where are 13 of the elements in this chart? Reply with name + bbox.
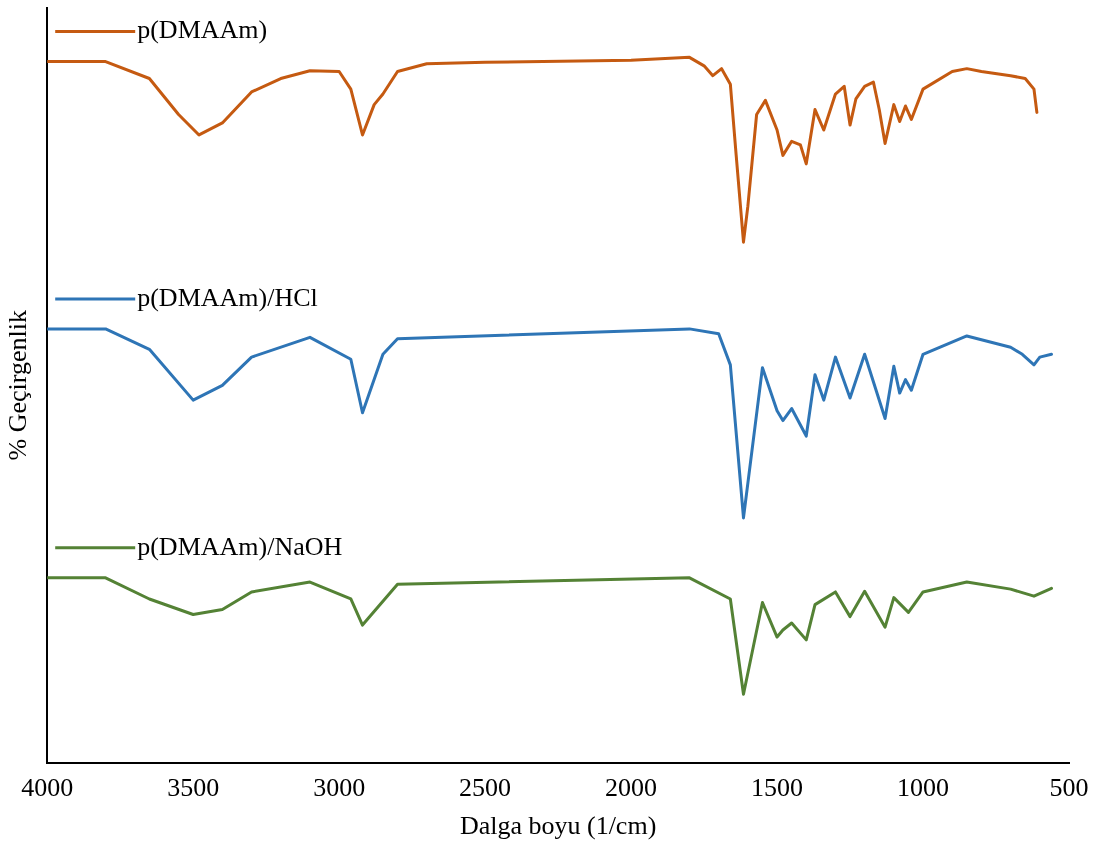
x-tick-label: 1000 bbox=[897, 773, 950, 803]
x-tick-label: 2000 bbox=[605, 773, 658, 803]
x-tick-label: 3000 bbox=[313, 773, 366, 803]
x-tick-label: 1500 bbox=[751, 773, 804, 803]
x-tick-label: 3500 bbox=[167, 773, 220, 803]
legend-label: p(DMAAm)/NaOH bbox=[137, 531, 343, 561]
x-tick-label: 500 bbox=[1049, 773, 1089, 803]
y-axis-title: % Geçirgenlik bbox=[3, 310, 33, 461]
x-tick-label: 4000 bbox=[21, 773, 74, 803]
legend-label: p(DMAAm) bbox=[137, 15, 268, 45]
x-tick-label: 2500 bbox=[459, 773, 512, 803]
x-axis-title: Dalga boyu (1/cm) bbox=[459, 811, 657, 841]
legend-label: p(DMAAm)/HCl bbox=[137, 282, 318, 312]
